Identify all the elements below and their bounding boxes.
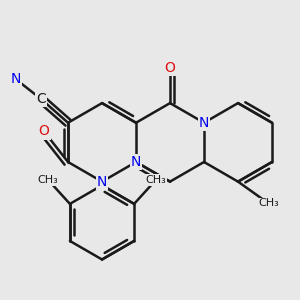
Text: N: N: [97, 175, 107, 189]
Text: N: N: [11, 72, 21, 86]
Text: O: O: [39, 124, 50, 139]
Text: N: N: [199, 116, 209, 130]
Text: CH₃: CH₃: [258, 198, 279, 208]
Text: O: O: [165, 61, 176, 75]
Text: CH₃: CH₃: [38, 175, 58, 185]
Text: CH₃: CH₃: [146, 175, 166, 185]
Text: N: N: [131, 155, 141, 169]
Text: C: C: [36, 92, 46, 106]
